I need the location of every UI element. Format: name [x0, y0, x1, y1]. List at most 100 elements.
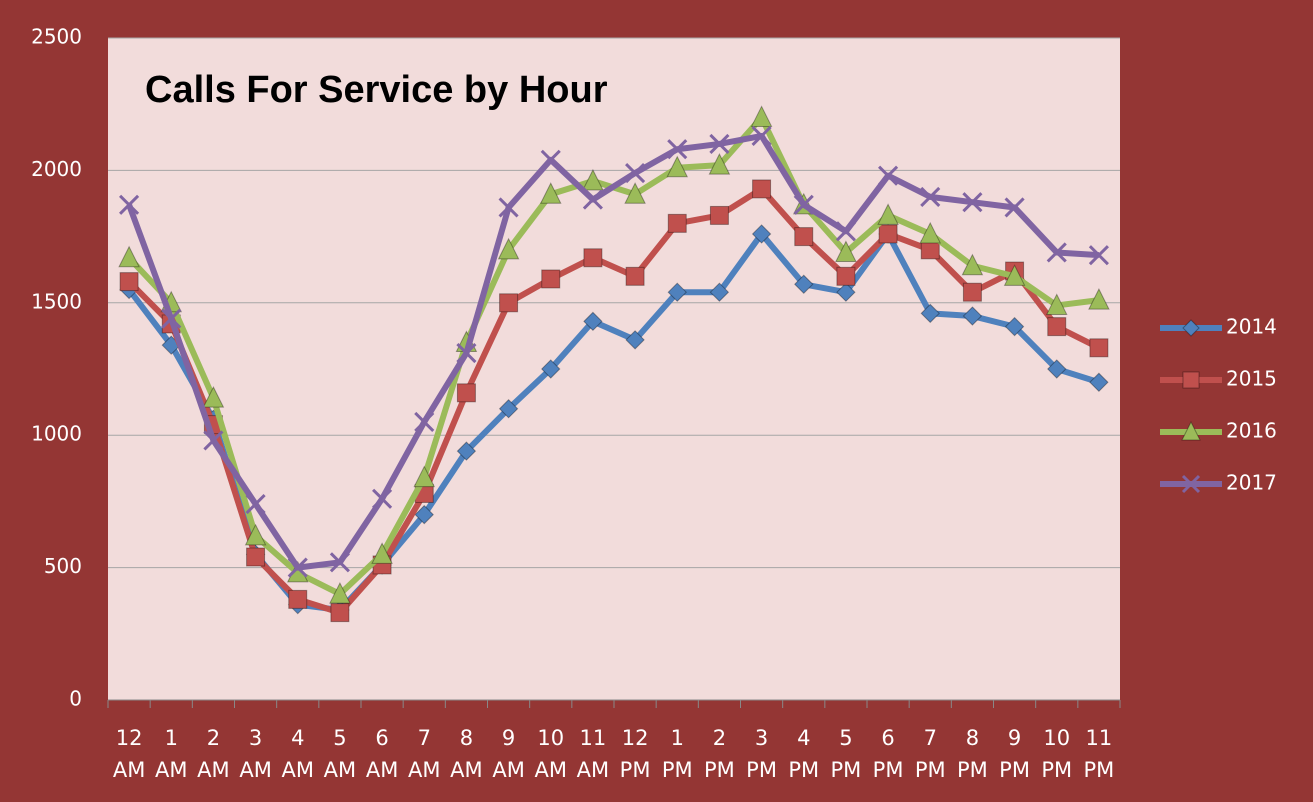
marker — [582, 168, 604, 191]
marker — [287, 557, 308, 578]
marker — [456, 441, 477, 461]
x-tick-label: 9 PM — [999, 726, 1030, 782]
marker — [372, 488, 393, 509]
marker — [583, 248, 603, 268]
marker — [582, 189, 603, 210]
x-tick-label: 6 PM — [872, 726, 904, 782]
marker — [836, 282, 856, 302]
marker — [414, 504, 434, 525]
marker — [667, 139, 688, 160]
legend-marker — [1181, 474, 1201, 494]
marker — [119, 272, 139, 292]
marker — [625, 266, 645, 286]
x-tick-label: 1 PM — [661, 726, 693, 782]
x-tick-label: 2 AM — [197, 726, 230, 782]
marker — [583, 311, 603, 332]
x-tick-label: 3 AM — [239, 726, 272, 782]
marker — [329, 552, 350, 573]
x-tick-label: 10 PM — [1041, 726, 1073, 782]
chart-title: Calls For Service by Hour — [145, 69, 608, 111]
marker — [498, 197, 519, 218]
marker — [539, 182, 562, 204]
plot-area — [108, 38, 1120, 700]
marker — [118, 245, 140, 268]
marker — [750, 105, 773, 127]
x-tick-label: 6 AM — [365, 726, 399, 782]
marker — [877, 203, 899, 225]
marker — [920, 240, 940, 260]
series-line — [126, 132, 1100, 571]
x-tick-label: 8 PM — [957, 726, 988, 782]
y-tick-label: 2000 — [31, 157, 82, 181]
marker — [835, 221, 856, 242]
marker — [1088, 245, 1109, 266]
x-tick-label: 11 AM — [576, 726, 610, 782]
x-tick-label: 7 AM — [408, 726, 441, 782]
x-tick-label: 8 AM — [450, 726, 483, 782]
marker — [1046, 242, 1067, 263]
legend-marker — [1182, 319, 1200, 337]
marker — [456, 383, 476, 403]
y-tick-label: 500 — [44, 554, 82, 578]
marker — [202, 386, 225, 408]
legend-label: 2016 — [1226, 419, 1277, 443]
marker — [708, 152, 731, 175]
x-tick-label: 5 PM — [830, 726, 862, 782]
x-tick-label: 1 AM — [155, 726, 188, 782]
marker — [540, 149, 561, 170]
marker — [961, 253, 984, 276]
marker — [625, 330, 645, 350]
marker — [878, 224, 898, 244]
y-tick-label: 1000 — [31, 422, 82, 446]
marker — [329, 581, 351, 604]
marker — [794, 227, 814, 247]
marker — [709, 282, 730, 302]
marker — [245, 493, 266, 515]
marker — [499, 293, 519, 313]
legend-label: 2015 — [1226, 367, 1277, 391]
marker — [541, 269, 561, 289]
y-tick-label: 0 — [69, 687, 82, 711]
marker — [667, 282, 687, 302]
marker — [962, 282, 982, 302]
marker — [1045, 293, 1068, 315]
marker — [541, 359, 561, 379]
marker — [709, 133, 730, 154]
marker — [1089, 338, 1109, 358]
marker — [793, 194, 814, 215]
marker — [1089, 372, 1109, 392]
x-tick-label: 4 PM — [788, 726, 820, 782]
marker — [878, 165, 899, 186]
marker — [625, 162, 646, 184]
y-tick-label: 2500 — [31, 25, 82, 49]
marker — [330, 603, 350, 623]
marker — [920, 186, 941, 207]
marker — [962, 192, 983, 213]
x-tick-label: 11 PM — [1083, 726, 1115, 782]
marker — [962, 306, 983, 326]
marker — [1088, 288, 1110, 310]
x-tick-label: 2 PM — [704, 726, 735, 782]
marker — [498, 399, 519, 419]
marker — [919, 221, 942, 244]
marker — [1047, 359, 1067, 379]
marker — [244, 523, 267, 546]
x-tick-label: 5 AM — [323, 726, 357, 782]
marker — [1003, 264, 1026, 286]
marker — [161, 308, 182, 329]
marker — [497, 237, 520, 260]
marker — [666, 155, 689, 178]
marker — [456, 343, 477, 364]
marker — [413, 465, 436, 488]
marker — [1047, 317, 1067, 337]
marker — [835, 240, 857, 262]
x-tick-label: 7 PM — [914, 726, 946, 782]
marker — [920, 303, 940, 324]
x-tick-label: 12 AM — [112, 726, 146, 782]
marker — [752, 179, 772, 199]
marker — [288, 589, 308, 609]
marker — [246, 547, 266, 567]
x-tick-label: 12 PM — [619, 726, 651, 782]
legend-label: 2014 — [1226, 315, 1277, 339]
